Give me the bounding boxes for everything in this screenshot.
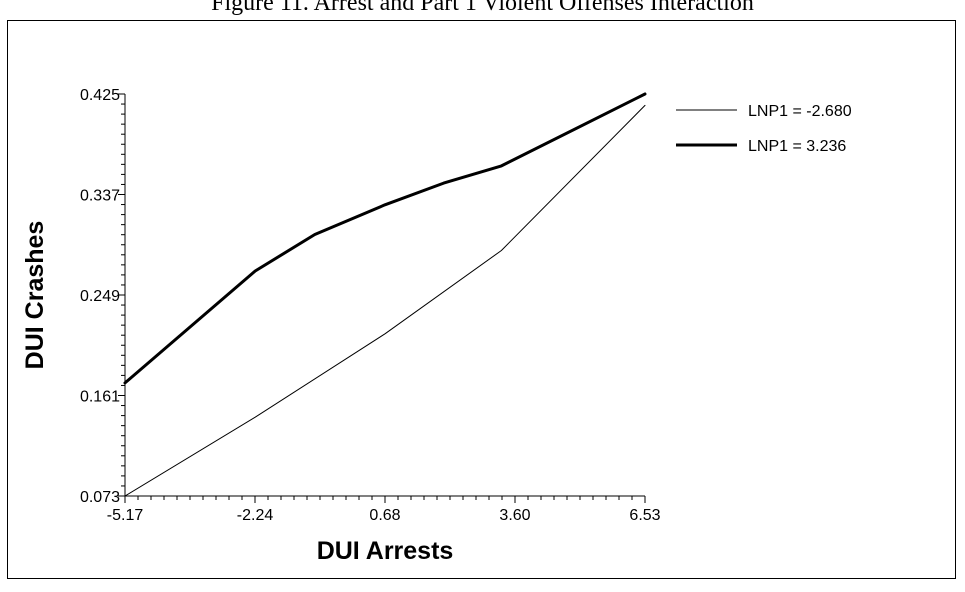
x-tick-label: 3.60	[499, 507, 530, 524]
y-tick-labels: 0.073 0.161 0.249 0.337 0.425	[80, 87, 120, 506]
chart-frame	[7, 20, 956, 579]
x-minor-ticks	[124, 496, 646, 503]
y-tick-label: 0.249	[80, 288, 120, 305]
legend-label-1: LNP1 = -2.680	[748, 103, 852, 120]
legend-label-2: LNP1 = 3.236	[748, 138, 846, 155]
y-tick-label: 0.425	[80, 87, 120, 104]
x-tick-labels: -5.17 -2.24 0.68 3.60 6.53	[107, 507, 661, 524]
x-tick-label: 6.53	[629, 507, 660, 524]
series-line-2	[123, 92, 647, 385]
chart-title: Figure 11. Arrest and Part 1 Violent Off…	[211, 0, 754, 16]
y-minor-ticks	[118, 93, 125, 497]
y-tick-label: 0.073	[80, 489, 120, 506]
legend: LNP1 = -2.680 LNP1 = 3.236	[676, 103, 852, 155]
x-axis-title: DUI Arrests	[317, 537, 454, 565]
y-tick-label: 0.161	[80, 389, 120, 406]
y-axis-title: DUI Crashes	[21, 221, 49, 370]
series-line-1	[124, 104, 646, 497]
series-lines	[123, 92, 647, 497]
y-tick-label: 0.337	[80, 188, 120, 205]
x-tick-label: 0.68	[369, 507, 400, 524]
x-tick-label: -5.17	[107, 507, 144, 524]
x-tick-label: -2.24	[237, 507, 274, 524]
